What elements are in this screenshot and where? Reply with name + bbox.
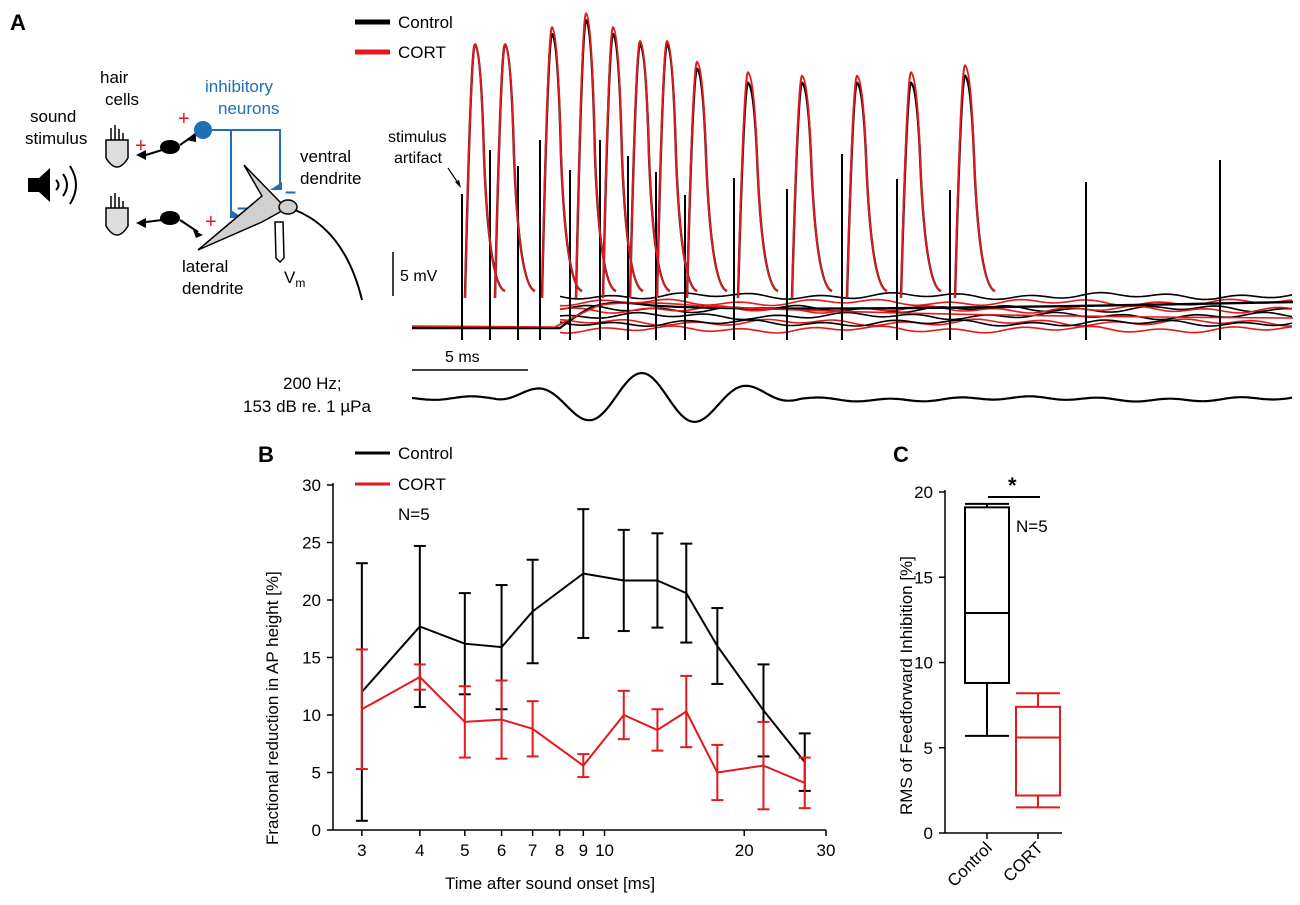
action-potential-cort (656, 39, 698, 299)
b-x-tick-label: 30 (817, 841, 836, 860)
box-cort (1015, 705, 1061, 797)
c-y-tick-label: 0 (924, 824, 933, 843)
b-x-tick-label: 3 (357, 841, 366, 860)
action-potential-cort (846, 74, 888, 299)
panel-a-letter: A (10, 10, 26, 35)
b-x-tick-label: 9 (579, 841, 588, 860)
panel-b-legend: Control CORT N=5 (355, 444, 453, 524)
plus-sign-2: + (178, 108, 190, 130)
action-potential-cort (602, 26, 644, 299)
c-y-tick-label: 5 (924, 739, 933, 758)
stimulus-artifact-label-2: artifact (394, 150, 443, 167)
series-line-control (361, 572, 806, 763)
b-y-tick-label: 5 (312, 764, 321, 783)
circuit-schematic: sound stimulus hair cells (25, 68, 363, 301)
panel-a-legend: Control CORT (355, 13, 453, 62)
background-trace (559, 319, 1293, 327)
action-potential-cort (464, 43, 506, 299)
panel-c-letter: C (893, 442, 909, 467)
stimulus-waveform (411, 371, 1293, 424)
b-y-axis-label: Fractional reduction in AP height [%] (263, 571, 282, 845)
voltage-traces (411, 12, 1294, 340)
c-y-axis-label: RMS of Feedforward Inhibition [%] (897, 556, 916, 815)
mauthner-cell-icon (197, 164, 363, 301)
hair-cells-label-2: cells (105, 90, 139, 109)
b-x-tick-label: 4 (415, 841, 424, 860)
hair-cells-label-1: hair (100, 68, 129, 87)
c-x-tick-label: CORT (1000, 838, 1047, 885)
action-potential-cort (954, 64, 996, 299)
baseline-trace (412, 300, 1294, 330)
background-trace (559, 291, 1293, 301)
lateral-dendrite-label-1: lateral (182, 257, 228, 276)
time-scale-label: 5 ms (445, 349, 480, 366)
action-potential-cort (737, 71, 779, 299)
b-y-tick-label: 20 (302, 591, 321, 610)
speaker-icon (28, 165, 77, 205)
stimulus-level-label: 153 dB re. 1 µPa (243, 397, 371, 416)
b-y-tick-label: 15 (302, 649, 321, 668)
b-x-tick-label: 10 (595, 841, 614, 860)
c-x-tick-label: Control (944, 838, 996, 890)
hair-cell-top-icon (105, 125, 129, 168)
b-y-tick-label: 30 (302, 476, 321, 495)
action-potential-cort (494, 43, 536, 299)
b-x-tick-label: 6 (497, 841, 506, 860)
b-x-tick-label: 8 (555, 841, 564, 860)
voltage-scale-label: 5 mV (400, 268, 438, 285)
stimulus-frequency-label: 200 Hz; (283, 374, 342, 393)
hair-cell-bottom-icon (105, 193, 129, 236)
b-x-tick-label: 5 (460, 841, 469, 860)
background-trace (559, 325, 1293, 334)
ventral-dendrite-label-2: dendrite (300, 169, 361, 188)
b-x-tick-label: 20 (735, 841, 754, 860)
sound-stimulus-label-1: sound (30, 107, 76, 126)
box-control (964, 506, 1010, 684)
minus-sign-1: – (237, 197, 248, 219)
action-potential-cort (629, 39, 671, 299)
stimulus-artifact-label-1: stimulus (388, 129, 447, 146)
c-y-tick-label: 15 (914, 568, 933, 587)
b-n-label: N=5 (398, 505, 430, 524)
b-y-tick-label: 25 (302, 534, 321, 553)
action-potential-cort (900, 71, 942, 299)
b-x-tick-label: 7 (528, 841, 537, 860)
ventral-dendrite-label-1: ventral (300, 147, 351, 166)
b-legend-control-label: Control (398, 444, 453, 463)
action-potential-cort (575, 12, 617, 299)
plus-sign-1: + (135, 135, 147, 157)
inhibitory-neurons-label-2: neurons (218, 99, 279, 118)
action-potential-cort (686, 60, 728, 299)
b-y-tick-label: 0 (312, 821, 321, 840)
panel-b-chart: 0 5 10 15 20 25 30 3 4 5 6 7 8 9 10 20 30 (302, 476, 835, 860)
lateral-dendrite-label-2: dendrite (182, 279, 243, 298)
action-potential-cort (541, 26, 583, 299)
action-potential-cort (791, 74, 833, 299)
legend-cort-label: CORT (398, 43, 446, 62)
vm-label: Vm (284, 268, 305, 290)
c-n-label: N=5 (1016, 517, 1048, 536)
c-y-tick-label: 20 (914, 483, 933, 502)
panel-b-letter: B (258, 442, 274, 467)
series-line-cort (361, 675, 806, 784)
baseline-trace (411, 301, 1294, 328)
b-x-axis-label: Time after sound onset [ms] (445, 874, 655, 893)
background-trace (559, 305, 1293, 314)
sound-stimulus-label-2: stimulus (25, 129, 87, 148)
minus-sign-2: – (285, 181, 296, 203)
background-trace (560, 298, 1293, 307)
significance-star: * (1008, 473, 1017, 498)
b-legend-cort-label: CORT (398, 475, 446, 494)
inhibitory-neuron-soma (194, 121, 212, 139)
inhibitory-neurons-label-1: inhibitory (205, 77, 274, 96)
b-y-tick-label: 10 (302, 706, 321, 725)
plus-sign-3: + (205, 211, 217, 233)
legend-control-label: Control (398, 13, 453, 32)
panel-c-chart: 0 5 10 15 20 Control CORT (914, 483, 1062, 891)
background-trace (559, 311, 1293, 321)
c-y-tick-label: 10 (914, 654, 933, 673)
